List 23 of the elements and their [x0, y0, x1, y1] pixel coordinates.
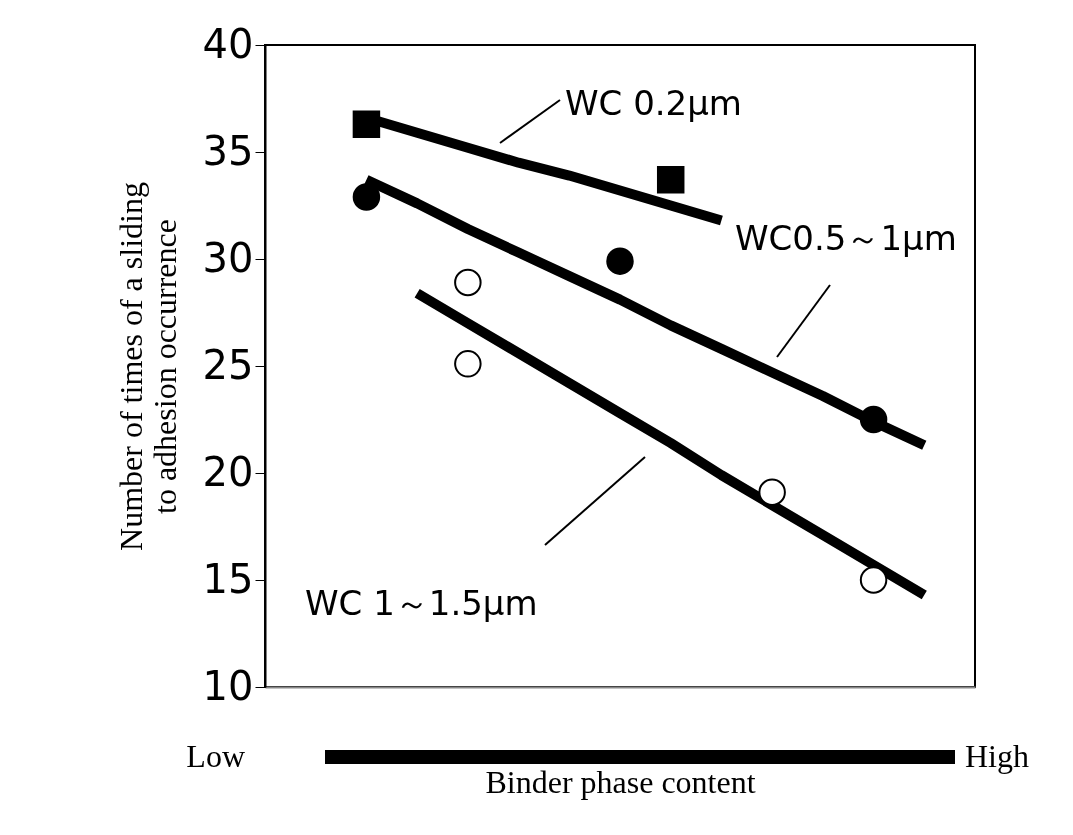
y-tick-label: 35: [202, 127, 254, 174]
y-tick-label: 15: [202, 555, 254, 602]
point: [859, 566, 888, 594]
annotation: WC0.5～1μm: [735, 218, 957, 258]
point: [454, 350, 482, 378]
y-tick-label: 10: [202, 662, 254, 709]
point: [606, 247, 634, 275]
point: [859, 405, 888, 434]
point: [758, 478, 786, 506]
point: [454, 268, 482, 297]
text: Low: [186, 738, 245, 774]
y-tick-label: 25: [202, 341, 254, 388]
text: High: [965, 738, 1029, 774]
y-tick-label: 30: [202, 234, 254, 281]
point: [352, 183, 381, 211]
y-tick-label: 20: [202, 448, 254, 495]
point: [352, 110, 381, 138]
x-axis-title: Binder phase content: [485, 763, 756, 800]
y-axis-title: Number of times of a sliding to adhesion occurrence: [112, 182, 183, 551]
annotation: WC 1～1.5μm: [305, 583, 538, 623]
y-tick-label: 40: [202, 20, 254, 67]
annotation: WC 0.2μm: [565, 83, 742, 123]
point: [656, 166, 685, 194]
